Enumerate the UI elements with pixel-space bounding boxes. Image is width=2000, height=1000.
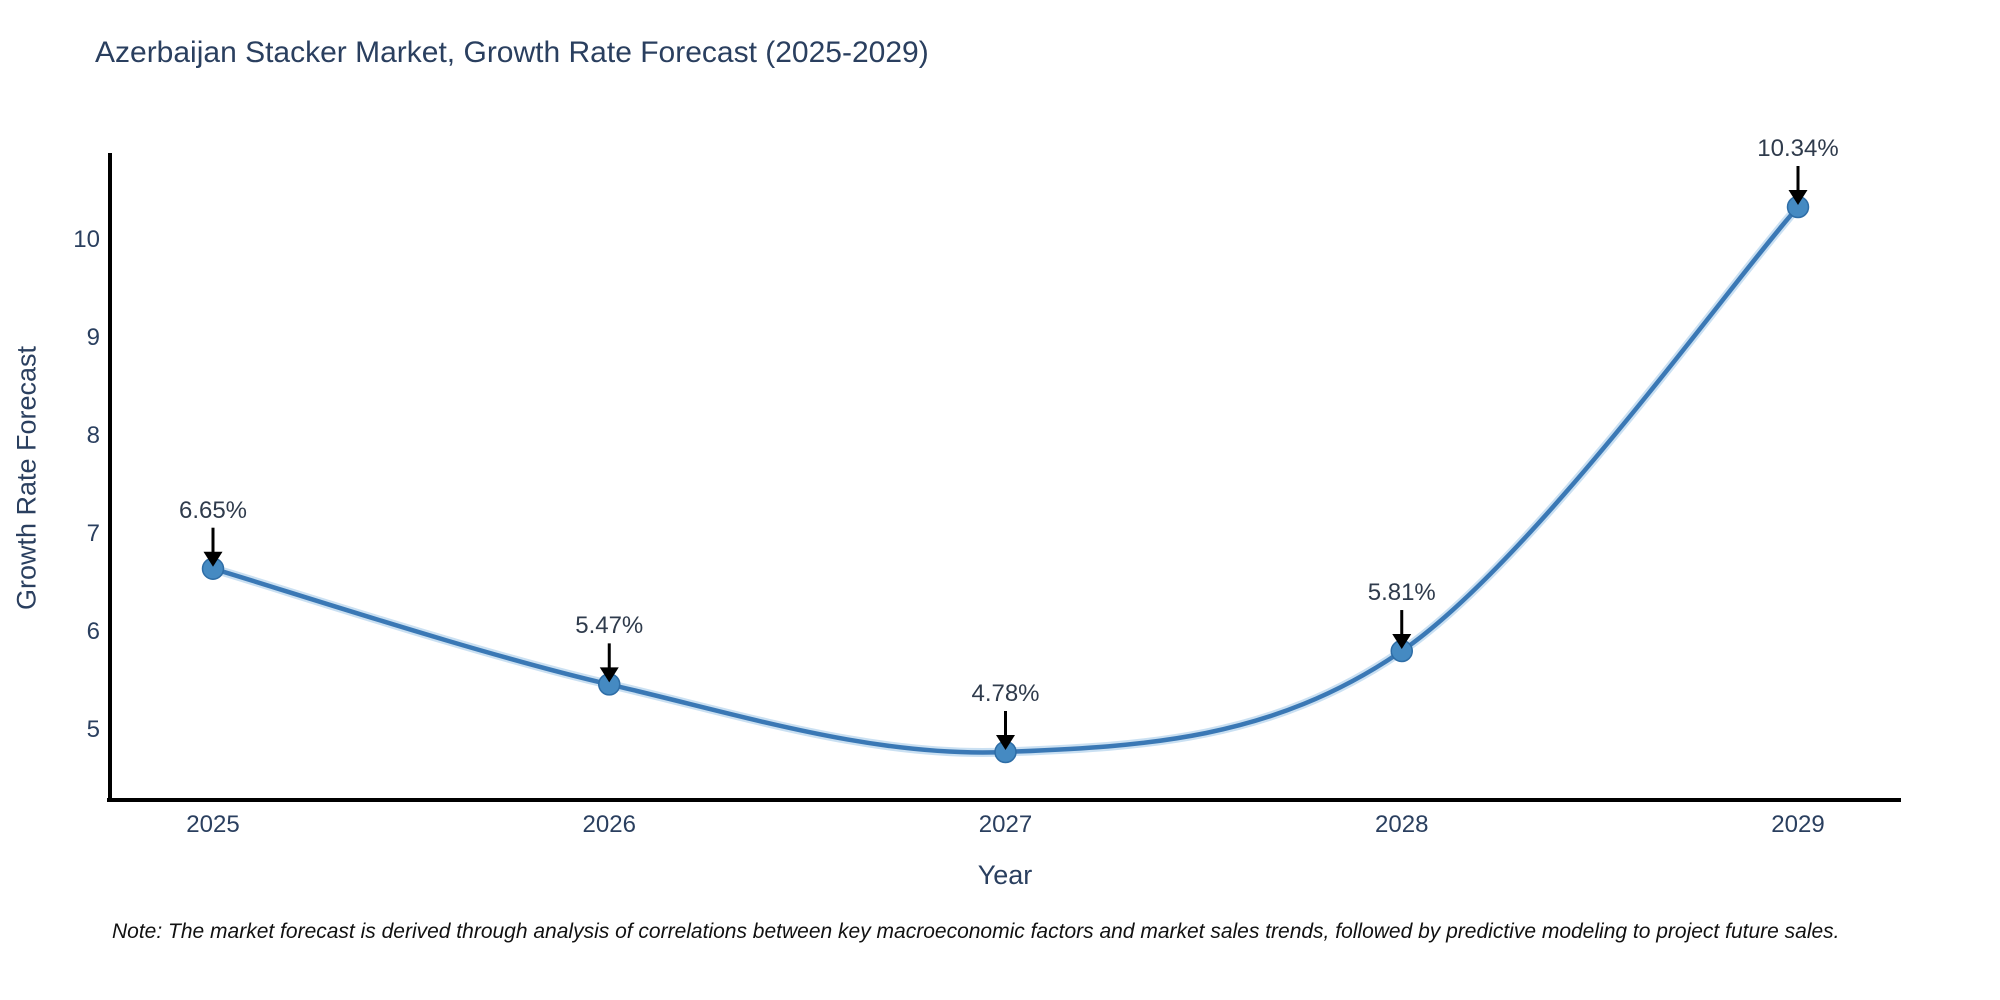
y-tick-label: 8 <box>86 422 100 450</box>
annotation-arrowhead-icon <box>1788 189 1808 205</box>
point-annotation-label: 6.65% <box>178 496 248 524</box>
y-tick-label: 5 <box>86 716 100 744</box>
annotation-arrowhead-icon <box>203 551 223 567</box>
y-tick-label: 7 <box>86 520 100 548</box>
chart-title: Azerbaijan Stacker Market, Growth Rate F… <box>95 36 929 69</box>
x-tick-label: 2029 <box>1771 811 1825 838</box>
x-tick-label: 2027 <box>978 811 1033 838</box>
point-annotation-label: 10.34% <box>1757 134 1839 162</box>
point-annotation-label: 5.81% <box>1367 579 1436 607</box>
annotation-arrowhead-icon <box>1392 634 1412 650</box>
point-annotation-label: 5.47% <box>575 612 644 640</box>
annotation-arrowhead-icon <box>599 667 619 683</box>
point-annotation-label: 4.78% <box>971 680 1040 707</box>
annotation-arrowhead-icon <box>996 735 1015 750</box>
x-tick-label: 2028 <box>1375 811 1429 838</box>
line-series-halo <box>208 202 1803 757</box>
line-series <box>210 204 1801 755</box>
note-text: Note: The market forecast is derived thr… <box>112 920 1840 943</box>
y-axis-title: Growth Rate Forecast <box>11 345 42 611</box>
x-tick-label: 2026 <box>582 811 636 838</box>
y-tick-label: 6 <box>86 618 100 646</box>
y-tick-label: 9 <box>86 324 100 352</box>
x-axis-title: Year <box>977 860 1033 890</box>
y-tick-label: 10 <box>73 226 100 254</box>
x-tick-label: 2025 <box>186 811 240 838</box>
